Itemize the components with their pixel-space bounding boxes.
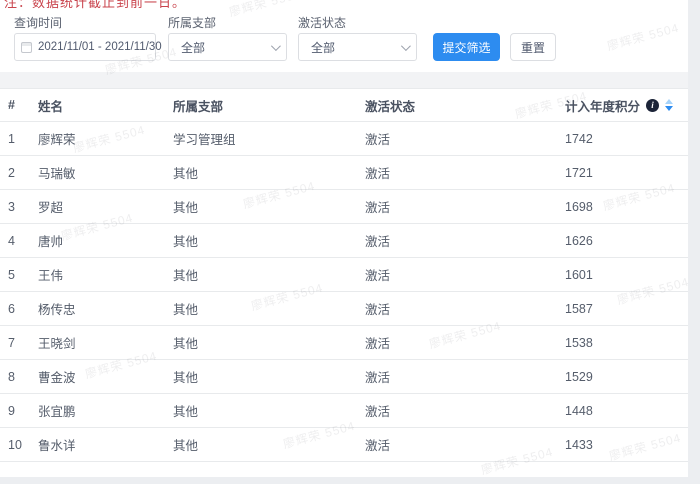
cell-status: 激活 (357, 189, 557, 224)
cell-status: 激活 (357, 325, 557, 360)
col-header-name: 姓名 (30, 88, 165, 122)
table-row: 3 罗超 其他 激活 1698 (0, 189, 688, 224)
cell-points: 1742 (557, 121, 688, 156)
table-row: 10 鲁水详 其他 激活 1433 (0, 427, 688, 462)
cell-name: 马瑞敏 (30, 155, 165, 190)
cell-status: 激活 (357, 393, 557, 428)
cell-points: 1529 (557, 359, 688, 394)
col-header-branch: 所属支部 (165, 88, 357, 122)
cell-name: 廖辉荣 (30, 121, 165, 156)
cell-name: 唐帅 (30, 223, 165, 258)
chevron-down-icon (270, 40, 281, 51)
branch-select[interactable]: 全部 (168, 33, 287, 61)
table-row: 1 廖辉荣 学习管理组 激活 1742 (0, 121, 688, 156)
cell-points: 1587 (557, 291, 688, 326)
cell-status: 激活 (357, 223, 557, 258)
cell-index: 7 (0, 325, 30, 360)
cell-name: 王伟 (30, 257, 165, 292)
cell-name: 张宜鹏 (30, 393, 165, 428)
status-select-value: 全部 (311, 40, 336, 55)
status-filter-label: 激活状态 (298, 16, 347, 30)
cell-index: 10 (0, 427, 30, 462)
cell-branch: 其他 (165, 325, 357, 360)
cell-name: 王晓剑 (30, 325, 165, 360)
sort-icon[interactable] (665, 99, 674, 111)
table-row: 9 张宜鹏 其他 激活 1448 (0, 393, 688, 428)
cell-index: 1 (0, 121, 30, 156)
cell-index: 2 (0, 155, 30, 190)
cell-points: 1626 (557, 223, 688, 258)
cell-points: 1538 (557, 325, 688, 360)
cell-index: 8 (0, 359, 30, 394)
cell-branch: 其他 (165, 257, 357, 292)
sort-desc-icon (665, 106, 674, 111)
cell-index: 6 (0, 291, 30, 326)
table-row: 2 马瑞敏 其他 激活 1721 (0, 155, 688, 190)
table-header-row: # 姓名 所属支部 激活状态 计入年度积分 i (0, 88, 688, 122)
col-header-index: # (0, 88, 30, 122)
cell-branch: 其他 (165, 223, 357, 258)
cell-status: 激活 (357, 291, 557, 326)
submit-filter-button[interactable]: 提交筛选 (433, 33, 500, 61)
cell-branch: 其他 (165, 393, 357, 428)
sort-asc-icon (665, 99, 674, 104)
col-header-status: 激活状态 (357, 88, 557, 122)
watermark: 廖辉荣 5504 (605, 20, 681, 54)
chevron-down-icon (400, 40, 411, 51)
info-icon[interactable]: i (646, 98, 660, 112)
section-divider (0, 72, 688, 88)
reset-button[interactable]: 重置 (510, 33, 556, 61)
results-table: # 姓名 所属支部 激活状态 计入年度积分 i (0, 88, 688, 462)
table-row: 4 唐帅 其他 激活 1626 (0, 223, 688, 258)
table-row: 8 曹金波 其他 激活 1529 (0, 359, 688, 394)
cell-points: 1721 (557, 155, 688, 190)
cell-points: 1698 (557, 189, 688, 224)
date-filter-label: 查询时间 (14, 16, 63, 30)
col-header-points: 计入年度积分 i (557, 88, 688, 122)
status-select[interactable]: 全部 (298, 33, 417, 61)
date-range-value: 2021/11/01 - 2021/11/30 (38, 41, 162, 53)
branch-filter-label: 所属支部 (168, 16, 217, 30)
cell-status: 激活 (357, 121, 557, 156)
cell-branch: 其他 (165, 359, 357, 394)
cell-index: 9 (0, 393, 30, 428)
cell-name: 鲁水详 (30, 427, 165, 462)
cell-index: 3 (0, 189, 30, 224)
cell-branch: 其他 (165, 189, 357, 224)
cell-index: 4 (0, 223, 30, 258)
watermark: 廖辉荣 5504 (227, 0, 303, 20)
top-notice: 注：数据统计截止到前一日。 (4, 0, 187, 10)
cell-status: 激活 (357, 257, 557, 292)
cell-name: 罗超 (30, 189, 165, 224)
cell-name: 曹金波 (30, 359, 165, 394)
cell-name: 杨传忠 (30, 291, 165, 326)
cell-points: 1448 (557, 393, 688, 428)
cell-status: 激活 (357, 359, 557, 394)
cell-points: 1601 (557, 257, 688, 292)
content-card: 注：数据统计截止到前一日。 查询时间 所属支部 激活状态 2021/11/01 … (0, 0, 688, 477)
cell-branch: 其他 (165, 291, 357, 326)
cell-index: 5 (0, 257, 30, 292)
cell-status: 激活 (357, 155, 557, 190)
date-range-input[interactable]: 2021/11/01 - 2021/11/30 (14, 33, 162, 61)
cell-branch: 其他 (165, 427, 357, 462)
points-header-label: 计入年度积分 (565, 99, 641, 114)
branch-select-value: 全部 (181, 40, 206, 55)
cell-status: 激活 (357, 427, 557, 462)
cell-branch: 学习管理组 (165, 121, 357, 156)
table-row: 5 王伟 其他 激活 1601 (0, 257, 688, 292)
cell-branch: 其他 (165, 155, 357, 190)
table-row: 7 王晓剑 其他 激活 1538 (0, 325, 688, 360)
cell-points: 1433 (557, 427, 688, 462)
table-row: 6 杨传忠 其他 激活 1587 (0, 291, 688, 326)
calendar-icon (21, 41, 32, 53)
